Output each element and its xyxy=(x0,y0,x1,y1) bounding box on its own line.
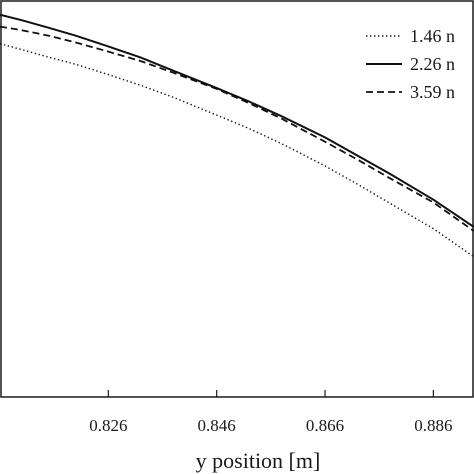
x-axis-label: y position [m] xyxy=(196,448,321,473)
legend-label-2: 2.26 n xyxy=(410,54,455,74)
x-tick-label: 0.866 xyxy=(306,416,344,435)
legend-label-3: 3.59 n xyxy=(410,82,455,102)
series-line-1 xyxy=(0,43,474,258)
x-axis-ticks: 0.826 0.846 0.866 0.886 xyxy=(89,390,452,435)
x-tick-label: 0.846 xyxy=(198,416,236,435)
x-tick-label: 0.826 xyxy=(89,416,127,435)
legend-label-1: 1.46 n xyxy=(410,26,455,46)
x-tick-label: 0.886 xyxy=(414,416,452,435)
series-layer xyxy=(0,13,474,258)
series-line-2 xyxy=(0,13,474,228)
series-line-3 xyxy=(0,25,474,232)
plot-border xyxy=(0,0,474,398)
legend: 1.46 n 2.26 n 3.59 n xyxy=(366,26,455,102)
plot-frame xyxy=(0,0,474,398)
